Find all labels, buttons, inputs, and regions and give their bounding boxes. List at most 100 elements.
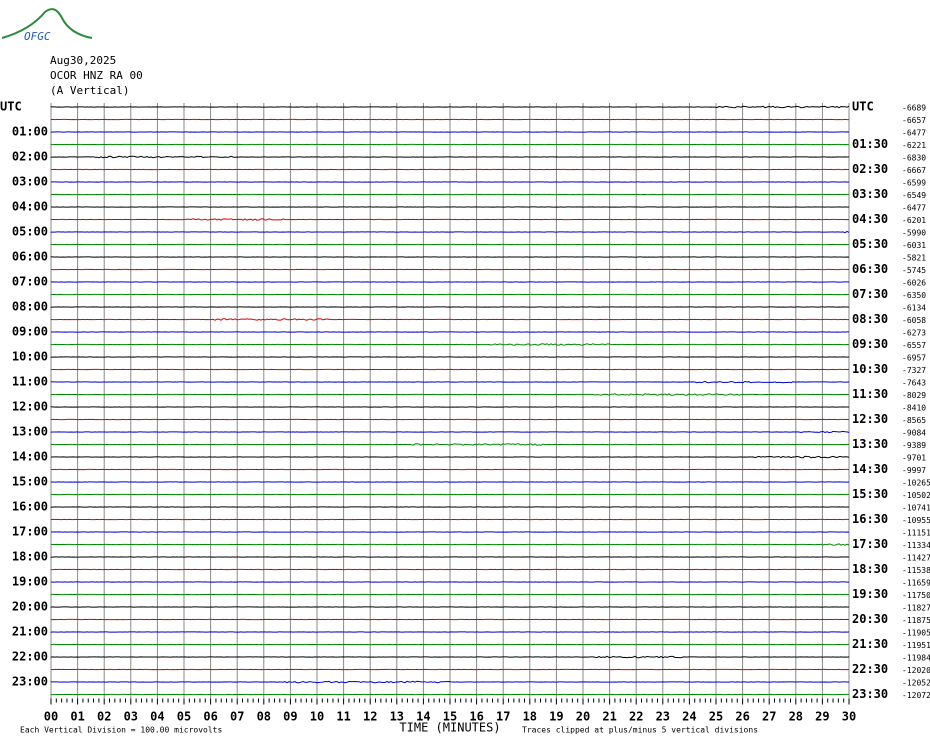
right-time-label: 16:30	[852, 512, 888, 526]
offset-label: -12052	[902, 679, 930, 688]
x-tick-label: 08	[257, 710, 271, 724]
x-tick-label: 04	[150, 710, 164, 724]
offset-label: -7327	[902, 366, 926, 375]
left-time-label: 11:00	[12, 375, 48, 389]
footer-clip: Traces clipped at plus/minus 5 vertical …	[522, 726, 758, 735]
trace	[51, 456, 849, 457]
x-tick-label: 29	[815, 710, 829, 724]
trace	[51, 656, 849, 657]
x-tick-label: 28	[789, 710, 803, 724]
left-time-label: 14:00	[12, 450, 48, 464]
x-tick-label: 11	[336, 710, 350, 724]
x-tick-label: 06	[203, 710, 217, 724]
offset-label: -5990	[902, 229, 926, 238]
x-tick-label: 13	[390, 710, 404, 724]
offset-label: -11151	[902, 529, 930, 538]
right-time-label: 04:30	[852, 212, 888, 226]
header-component: (A Vertical)	[50, 84, 129, 97]
left-time-label: 09:00	[12, 325, 48, 339]
left-time-label: 03:00	[12, 175, 48, 189]
x-tick-label: 15	[443, 710, 457, 724]
right-time-label: 12:30	[852, 412, 888, 426]
x-tick-label: 00	[44, 710, 58, 724]
right-time-label: 02:30	[852, 162, 888, 176]
offset-label: -10955	[902, 516, 930, 525]
right-time-label: 11:30	[852, 387, 888, 401]
offset-label: -9997	[902, 466, 926, 475]
x-tick-label: 20	[576, 710, 590, 724]
x-tick-label: 09	[283, 710, 297, 724]
offset-label: -6477	[902, 129, 926, 138]
offset-label: -11659	[902, 579, 930, 588]
left-time-label: 08:00	[12, 300, 48, 314]
offset-label: -8565	[902, 416, 926, 425]
offset-label: -6134	[902, 304, 926, 313]
left-time-label: 22:00	[12, 650, 48, 664]
logo-text: OFGC	[24, 30, 51, 43]
left-time-label: 19:00	[12, 575, 48, 589]
offset-label: -9084	[902, 429, 926, 438]
offset-label: -12072	[902, 691, 930, 700]
x-tick-label: 18	[523, 710, 537, 724]
right-time-label: 05:30	[852, 237, 888, 251]
offset-label: -6549	[902, 191, 926, 200]
x-tick-label: 17	[496, 710, 510, 724]
right-time-label: 09:30	[852, 337, 888, 351]
offset-label: -6026	[902, 279, 926, 288]
offset-label: -11538	[902, 566, 930, 575]
left-time-label: 18:00	[12, 550, 48, 564]
left-time-label: 06:00	[12, 250, 48, 264]
x-tick-label: 02	[97, 710, 111, 724]
offset-label: -6477	[902, 204, 926, 213]
x-tick-label: 22	[629, 710, 643, 724]
right-time-label: 15:30	[852, 487, 888, 501]
offset-label: -6667	[902, 166, 926, 175]
x-tick-label: 21	[602, 710, 616, 724]
left-time-label: 07:00	[12, 275, 48, 289]
trace	[51, 231, 849, 232]
offset-label: -9389	[902, 441, 926, 450]
offset-label: -6689	[902, 104, 926, 113]
left-time-label: 16:00	[12, 500, 48, 514]
offset-label: -11951	[902, 641, 930, 650]
offset-label: -6031	[902, 241, 926, 250]
offset-label: -11875	[902, 616, 930, 625]
footer-scale: Each Vertical Division = 100.00 microvol…	[20, 726, 222, 735]
left-time-label: 01:00	[12, 125, 48, 139]
offset-label: -8410	[902, 404, 926, 413]
x-tick-label: 30	[842, 710, 856, 724]
left-time-label: 21:00	[12, 625, 48, 639]
x-tick-label: 19	[549, 710, 563, 724]
offset-label: -10265	[902, 479, 930, 488]
offset-label: -11427	[902, 554, 930, 563]
left-time-label: 20:00	[12, 600, 48, 614]
x-tick-label: 26	[735, 710, 749, 724]
offset-label: -6201	[902, 216, 926, 225]
offset-label: -6830	[902, 154, 926, 163]
offset-label: -10741	[902, 504, 930, 513]
left-time-label: 10:00	[12, 350, 48, 364]
offset-label: -6657	[902, 116, 926, 125]
left-time-label: 23:00	[12, 675, 48, 689]
x-tick-label: 03	[124, 710, 138, 724]
header-date: Aug30,2025	[50, 54, 116, 67]
right-time-label: 19:30	[852, 587, 888, 601]
offset-label: -5821	[902, 254, 926, 263]
right-time-label: 08:30	[852, 312, 888, 326]
x-tick-label: 14	[416, 710, 430, 724]
offset-label: -10502	[902, 491, 930, 500]
left-time-label: 17:00	[12, 525, 48, 539]
x-tick-label: 10	[310, 710, 324, 724]
right-time-label: 13:30	[852, 437, 888, 451]
left-time-label: 13:00	[12, 425, 48, 439]
x-tick-label: 16	[469, 710, 483, 724]
right-time-label: 23:30	[852, 687, 888, 701]
left-time-label: 15:00	[12, 475, 48, 489]
header-station: OCOR HNZ RA 00	[50, 69, 143, 82]
offset-label: -6058	[902, 316, 926, 325]
left-time-label: 05:00	[12, 225, 48, 239]
x-tick-label: 07	[230, 710, 244, 724]
offset-label: -6221	[902, 141, 926, 150]
x-tick-label: 27	[762, 710, 776, 724]
right-time-label: 18:30	[852, 562, 888, 576]
